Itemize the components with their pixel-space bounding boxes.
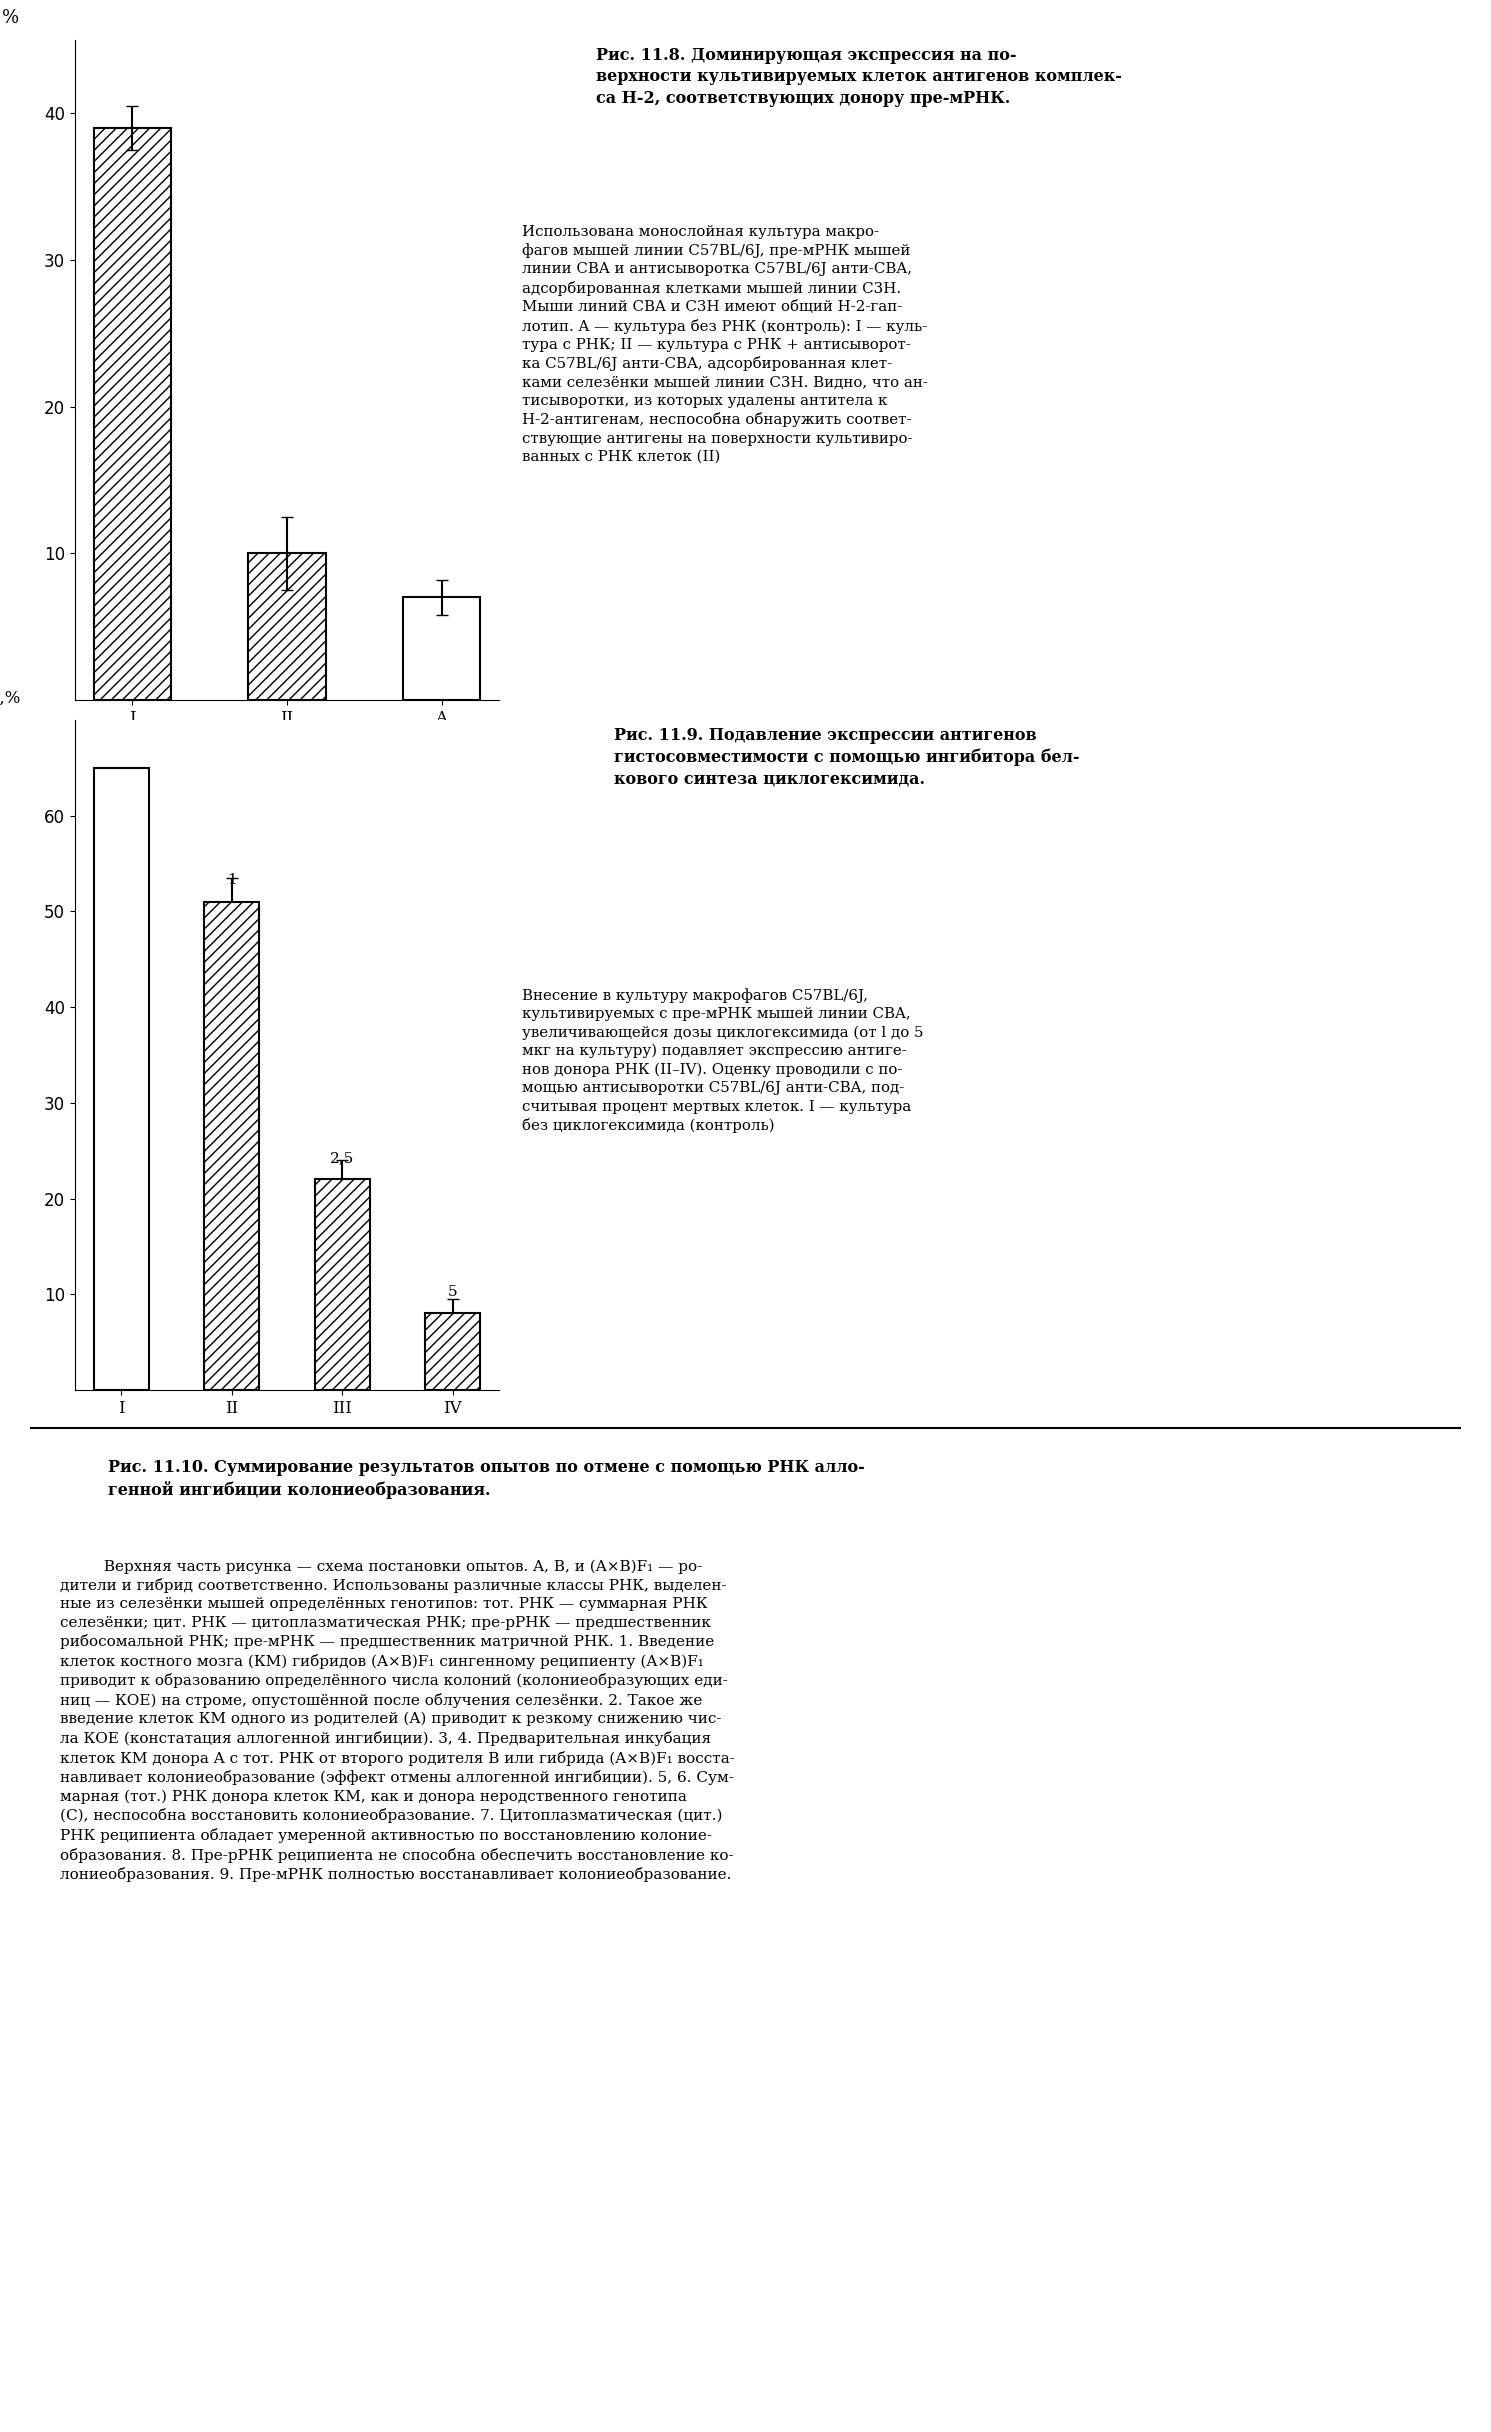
Text: 2,5: 2,5 — [330, 1150, 355, 1165]
Text: Верхняя часть рисунка — схема постановки опытов. A, B, и (A×B)F₁ — ро-
дители и : Верхняя часть рисунка — схема постановки… — [60, 1559, 735, 1882]
Y-axis label: мк,%: мк,% — [0, 691, 21, 708]
Bar — [403, 598, 480, 700]
Text: 1: 1 — [227, 873, 237, 888]
Text: Рис. 11.9. Подавление экспрессии антигенов
гистосовместимости с помощью ингибито: Рис. 11.9. Подавление экспрессии антиген… — [614, 727, 1079, 788]
Bar — [315, 1180, 370, 1391]
Text: Рис. 11.10. Суммирование результатов опытов по отмене с помощью РНК алло-
генной: Рис. 11.10. Суммирование результатов опы… — [107, 1459, 865, 1498]
Text: Использована монослойная культура макро-
фагов мышей линии C57BL/6J, пре-мРНК мы: Использована монослойная культура макро-… — [522, 224, 927, 465]
Text: 5: 5 — [447, 1284, 458, 1299]
Bar — [204, 902, 259, 1391]
Bar — [94, 769, 149, 1391]
Bar — [94, 129, 171, 700]
Bar — [425, 1313, 480, 1391]
Bar — [249, 554, 325, 700]
Y-axis label: %: % — [3, 10, 19, 27]
Text: Внесение в культуру макрофагов C57BL/6J,
культивируемых с пре-мРНК мышей линии C: Внесение в культуру макрофагов C57BL/6J,… — [522, 987, 923, 1133]
Text: Рис. 11.8. Доминирующая экспрессия на по-
верхности культивируемых клеток антиге: Рис. 11.8. Доминирующая экспрессия на по… — [596, 46, 1121, 107]
